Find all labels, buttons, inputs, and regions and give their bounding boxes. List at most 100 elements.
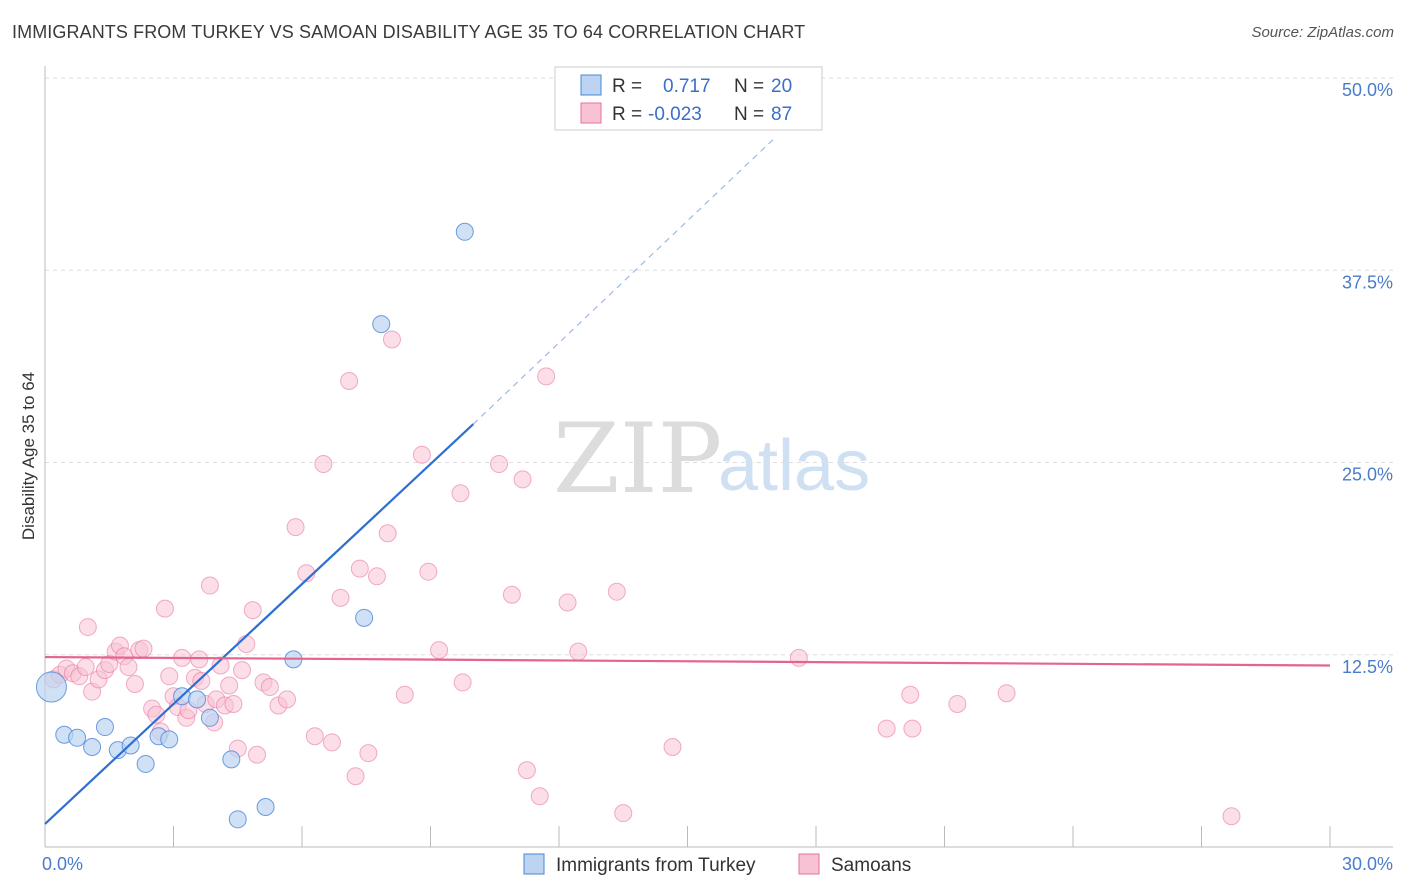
point-samoans-5	[76, 658, 95, 677]
point-turkey-13	[222, 750, 241, 769]
bottom-legend-label-samoans: Samoans	[831, 855, 911, 876]
y-tick-label-2: 37.5%	[1342, 272, 1393, 292]
point-turkey-7	[136, 754, 155, 773]
point-samoans-35	[211, 656, 230, 675]
chart-source: Source: ZipAtlas.com	[1251, 24, 1394, 41]
point-samoans-38	[224, 694, 243, 713]
point-samoans-14	[119, 658, 138, 677]
legend-r-label-0: R =	[612, 76, 642, 97]
trend-samoans	[44, 655, 1331, 667]
point-samoans-79	[877, 719, 896, 738]
point-samoans-56	[350, 559, 369, 578]
point-samoans-82	[948, 694, 967, 713]
point-samoans-61	[395, 685, 414, 704]
y-tick-label-1: 25.0%	[1342, 465, 1393, 485]
point-samoans-19	[147, 705, 166, 724]
point-samoans-48	[286, 518, 305, 537]
point-turkey-0	[35, 671, 67, 703]
point-samoans-55	[346, 767, 365, 786]
bottom-legend-swatch-turkey	[523, 853, 545, 875]
legend-n-label-1: N =	[734, 104, 764, 125]
point-samoans-59	[378, 524, 397, 543]
point-samoans-6	[78, 618, 97, 637]
y-tick-label-0: 12.5%	[1342, 657, 1393, 677]
axes	[44, 66, 1393, 848]
point-samoans-22	[160, 667, 179, 686]
point-samoans-53	[331, 588, 350, 607]
legend-swatch-samoans	[580, 102, 602, 124]
point-samoans-77	[663, 738, 682, 757]
point-samoans-72	[537, 367, 556, 386]
point-samoans-81	[903, 719, 922, 738]
point-turkey-11	[188, 690, 207, 709]
point-samoans-66	[453, 673, 472, 692]
y-tick-labels: 12.5% 25.0% 37.5% 50.0%	[1342, 80, 1393, 677]
point-turkey-19	[455, 222, 474, 241]
chart-title: IMMIGRANTS FROM TURKEY VS SAMOAN DISABIL…	[12, 22, 806, 42]
point-samoans-15	[125, 674, 144, 693]
point-samoans-67	[490, 455, 509, 474]
point-samoans-65	[451, 484, 470, 503]
point-samoans-51	[314, 455, 333, 474]
trend-turkey-dashed	[472, 139, 774, 425]
legend-r-label-1: R =	[612, 104, 642, 125]
point-samoans-21	[155, 599, 174, 618]
point-samoans-54	[340, 371, 359, 390]
legend-n-value-0: 20	[771, 76, 792, 97]
point-samoans-69	[513, 470, 532, 489]
x-tick-label-0: 0.0%	[42, 854, 83, 874]
bottom-legend-swatch-samoans	[798, 853, 820, 875]
point-samoans-60	[382, 330, 401, 349]
point-samoans-75	[607, 582, 626, 601]
point-turkey-9	[160, 730, 179, 749]
point-samoans-70	[517, 761, 536, 780]
watermark: ZIP atlas	[553, 403, 870, 515]
point-samoans-58	[367, 567, 386, 586]
legend-r-value-0: 0.717	[663, 76, 711, 97]
point-samoans-47	[278, 690, 297, 709]
point-turkey-3	[83, 738, 102, 757]
point-samoans-76	[614, 804, 633, 823]
point-samoans-29	[190, 650, 209, 669]
point-samoans-83	[997, 684, 1016, 703]
point-samoans-42	[243, 601, 262, 620]
legend: R = 0.717 N = 20 R = -0.023 N = 87	[554, 66, 823, 131]
point-turkey-14	[228, 810, 247, 829]
y-tick-label-3: 50.0%	[1342, 80, 1393, 100]
watermark-zip: ZIP	[553, 403, 722, 515]
point-samoans-32	[200, 576, 219, 595]
series-samoans-points	[44, 330, 1241, 826]
point-samoans-52	[322, 733, 341, 752]
point-samoans-68	[502, 585, 521, 604]
point-samoans-78	[789, 648, 808, 667]
point-samoans-37	[220, 676, 239, 695]
point-samoans-41	[237, 634, 256, 653]
point-samoans-73	[558, 593, 577, 612]
legend-swatch-turkey	[580, 74, 602, 96]
point-turkey-4	[95, 718, 114, 737]
legend-n-value-1: 87	[771, 104, 792, 125]
point-samoans-40	[233, 661, 252, 680]
point-samoans-43	[248, 745, 267, 764]
legend-n-label-0: N =	[734, 76, 764, 97]
point-turkey-15	[256, 798, 275, 817]
gridlines	[45, 77, 1393, 656]
point-samoans-45	[260, 678, 279, 697]
point-samoans-63	[419, 562, 438, 581]
bottom-legend-label-turkey: Immigrants from Turkey	[556, 855, 756, 876]
point-samoans-57	[359, 744, 378, 763]
point-samoans-84	[1222, 807, 1241, 826]
trend-lines	[44, 139, 1331, 825]
point-turkey-18	[372, 315, 391, 334]
point-turkey-2	[68, 728, 87, 747]
point-samoans-17	[134, 639, 153, 658]
legend-r-value-1: -0.023	[648, 104, 702, 125]
trend-turkey-solid	[44, 423, 475, 825]
x-tick-labels: 0.0% 30.0%	[42, 854, 1393, 874]
point-samoans-80	[901, 685, 920, 704]
y-axis-label: Disability Age 35 to 64	[19, 372, 38, 540]
bottom-legend: Immigrants from Turkey Samoans	[523, 853, 911, 876]
point-samoans-50	[305, 727, 324, 746]
x-tick-label-1: 30.0%	[1342, 854, 1393, 874]
